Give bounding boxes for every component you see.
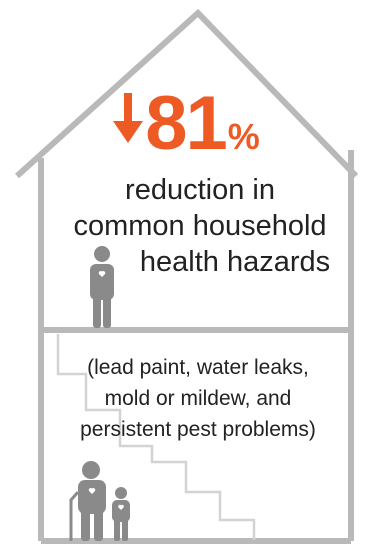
house-outline-icon xyxy=(14,8,359,544)
details-line-3: persistent pest problems) xyxy=(80,418,316,441)
child-figure-icon xyxy=(112,487,130,541)
details-line-1: (lead paint, water leaks, xyxy=(87,356,309,379)
hazard-details: (lead paint, water leaks, mold or mildew… xyxy=(42,352,354,445)
headline-text: reduction in common household health haz… xyxy=(40,172,360,280)
stat-unit: % xyxy=(227,116,260,157)
headline-line-3: health hazards xyxy=(139,246,331,278)
stat-value: 81 xyxy=(145,81,228,166)
staircase-icon xyxy=(56,334,256,540)
adult-figure-icon xyxy=(90,246,114,328)
elderly-with-cane-figure-icon xyxy=(69,461,106,541)
reduction-stat: 81% xyxy=(0,86,373,162)
headline-line-2: common household xyxy=(73,210,327,242)
details-line-2: mold or mildew, and xyxy=(104,387,292,410)
down-arrow-icon xyxy=(113,93,144,151)
headline-line-1: reduction in xyxy=(125,174,275,206)
